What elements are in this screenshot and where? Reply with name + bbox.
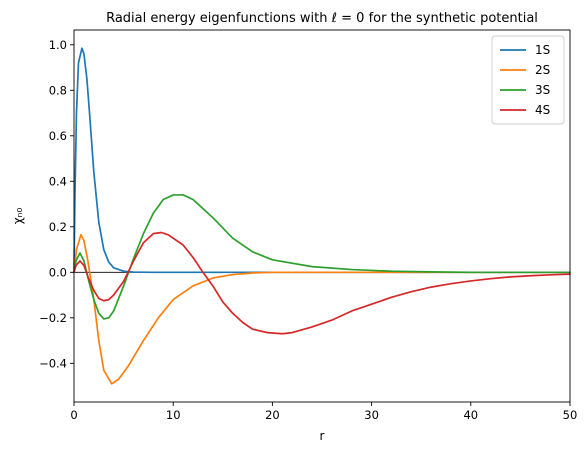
legend-label-3s: 3S	[535, 83, 550, 97]
series-line-2s	[73, 233, 571, 385]
y-tick-label: −0.4	[39, 356, 67, 370]
x-axis-label: r	[320, 429, 325, 443]
y-tick-label: 0.0	[49, 265, 67, 279]
y-tick-label: 0.4	[49, 174, 67, 188]
series-layer	[73, 47, 571, 385]
x-tick-label: 50	[563, 408, 578, 422]
x-axis: 0 10 20 30 40 50	[70, 402, 577, 422]
y-tick-label: 0.6	[49, 129, 67, 143]
y-axis-label: χₙ₀	[11, 208, 25, 225]
series-line-4s	[73, 231, 571, 335]
series-line-3s	[73, 194, 571, 320]
legend-label-2s: 2S	[535, 63, 550, 77]
chart-title: Radial energy eigenfunctions with ℓ = 0 …	[106, 11, 538, 26]
plot-frame	[73, 29, 571, 403]
legend-label-1s: 1S	[535, 43, 550, 57]
x-tick-label: 30	[364, 408, 379, 422]
y-tick-label: −0.2	[39, 311, 67, 325]
legend-label-4s: 4S	[535, 103, 550, 117]
plot-area	[73, 29, 571, 403]
x-tick-label: 20	[265, 408, 280, 422]
x-tick-label: 0	[70, 408, 77, 422]
y-tick-label: 1.0	[49, 38, 67, 52]
legend: 1S 2S 3S 4S	[491, 35, 565, 125]
y-tick-label: 0.8	[49, 83, 67, 97]
legend-box	[491, 35, 565, 125]
x-tick-label: 40	[463, 408, 478, 422]
y-axis: −0.4 −0.2 0.0 0.2 0.4 0.6 0.8 1.0	[39, 38, 74, 370]
series-line-1s	[73, 47, 571, 274]
x-tick-label: 10	[166, 408, 181, 422]
y-tick-label: 0.2	[49, 220, 67, 234]
